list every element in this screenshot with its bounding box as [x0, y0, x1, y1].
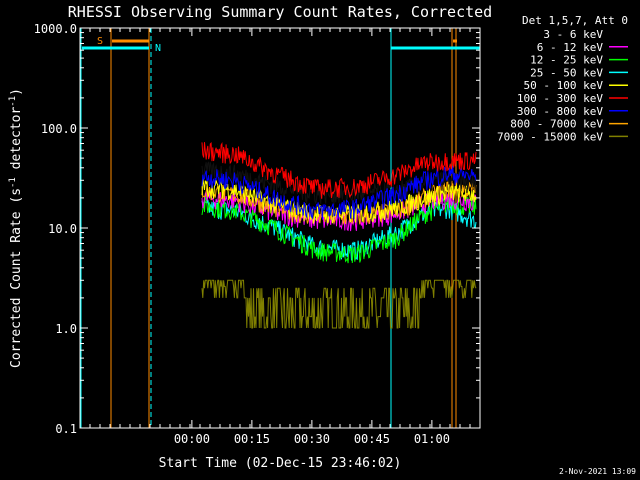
annotation-s: S — [97, 36, 103, 47]
legend-entry-label: 800 - 7000 keV — [510, 118, 603, 131]
legend-entry-label: 6 - 12 keV — [537, 41, 604, 54]
series-line — [201, 279, 477, 329]
legend-entry-label: 100 - 300 keV — [517, 92, 603, 105]
y-axis-label: Corrected Count Rate (s-1 detector-1) — [8, 88, 24, 368]
legend-entry-label: 7000 - 15000 keV — [497, 130, 603, 143]
y-tick-label: 1000.0 — [34, 22, 77, 36]
legend-entry-label: 300 - 800 keV — [517, 105, 603, 118]
x-axis: 00:00 00:15 00:30 00:45 01:00 — [79, 28, 481, 446]
x-tick-label: 00:00 — [174, 432, 210, 446]
legend-entry-label: 25 - 50 keV — [530, 66, 603, 79]
legend-entry-label: 3 - 6 keV — [543, 28, 603, 41]
legend-entry-label: 12 - 25 keV — [530, 54, 603, 67]
footer-date: 2-Nov-2021 13:09 — [559, 467, 636, 476]
series-line — [201, 161, 477, 205]
series-line — [201, 194, 477, 264]
chart-title: RHESSI Observing Summary Count Rates, Co… — [68, 3, 492, 21]
y-tick-label: 100.0 — [41, 122, 77, 136]
y-tick-label: 0.1 — [55, 422, 77, 436]
y-axis: 1000.0 100.0 10.0 1.0 0.1 — [34, 22, 480, 436]
x-tick-label: 00:45 — [354, 432, 390, 446]
legend-entry-label: 50 - 100 keV — [524, 79, 604, 92]
x-axis-label: Start Time (02-Dec-15 23:46:02) — [159, 456, 402, 471]
y-tick-label: 10.0 — [48, 222, 77, 236]
x-tick-label: 01:00 — [414, 432, 450, 446]
x-tick-label: 00:30 — [294, 432, 330, 446]
series-line — [201, 142, 477, 199]
annotation-n: N — [155, 43, 161, 54]
y-tick-label: 1.0 — [55, 322, 77, 336]
x-tick-label: 00:15 — [234, 432, 270, 446]
legend-header: Det 1,5,7, Att 0 — [522, 14, 628, 27]
series-line — [201, 165, 477, 220]
